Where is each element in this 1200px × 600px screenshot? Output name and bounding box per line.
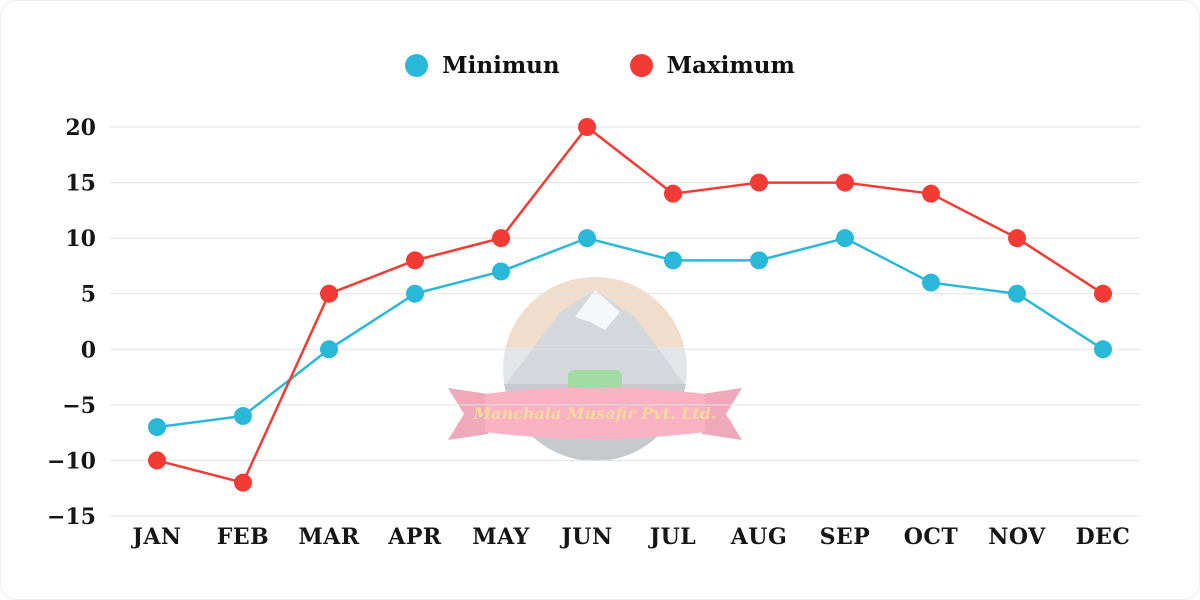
x-axis-tick-label: FEB [217,524,269,550]
data-point-maximum-sep [836,173,854,192]
data-point-maximum-nov [1008,229,1026,248]
data-point-minimun-jun [578,229,596,248]
data-point-maximum-jun [578,118,596,136]
y-axis-tick-label: −10 [47,448,96,474]
data-point-minimun-oct [922,273,940,292]
y-axis-tick-label: −15 [47,504,96,530]
x-axis-tick-label: MAY [472,524,530,550]
legend-item-minimum[interactable]: Minimun [405,52,560,79]
x-axis-tick-label: NOV [988,524,1046,550]
data-point-maximum-oct [922,184,940,203]
x-axis-tick-label: DEC [1076,524,1131,550]
y-axis-tick-label: 10 [65,226,96,252]
data-point-maximum-apr [406,251,424,270]
minimum-series-marker-icon [405,54,429,77]
series-line-minimun [156,236,1104,429]
chart-legend: Minimun Maximum [0,52,1200,79]
data-point-minimun-jan [148,418,166,437]
data-point-minimun-aug [750,251,768,270]
data-point-minimun-feb [234,406,252,425]
x-axis-tick-label: JUN [559,524,612,550]
x-axis-tick-label: JAN [130,524,181,550]
data-point-minimun-jul [664,251,682,270]
maximum-series-marker-icon [629,54,653,77]
data-point-minimun-nov [1008,284,1026,303]
x-axis-tick-label: APR [387,524,442,550]
series-line-maximum [156,125,1104,485]
data-point-maximum-jul [664,184,682,203]
data-point-maximum-dec [1094,284,1112,303]
y-axis-tick-label: −5 [62,393,96,419]
data-point-maximum-jan [148,451,166,470]
x-axis-tick-label: MAR [298,524,359,550]
data-point-minimun-apr [406,284,424,303]
x-axis-tick-label: OCT [904,524,959,550]
data-point-minimun-sep [836,229,854,248]
data-point-minimun-may [492,262,510,281]
data-point-maximum-mar [320,284,338,303]
data-point-maximum-may [492,229,510,248]
x-axis-tick-label: SEP [820,524,871,550]
data-point-minimun-dec [1094,340,1112,359]
data-point-minimun-mar [320,340,338,359]
legend-label-maximum: Maximum [666,52,795,79]
legend-item-maximum[interactable]: Maximum [629,52,795,79]
legend-label-minimum: Minimun [442,52,560,79]
data-point-maximum-aug [750,173,768,192]
x-axis-tick-label: JUL [648,524,697,550]
y-axis-tick-label: 5 [81,282,96,308]
y-axis-tick-label: 15 [65,171,96,197]
data-point-maximum-feb [234,473,252,492]
y-axis-tick-label: 20 [65,115,96,141]
y-axis-tick-label: 0 [81,337,96,363]
x-axis-tick-label: AUG [730,524,788,550]
